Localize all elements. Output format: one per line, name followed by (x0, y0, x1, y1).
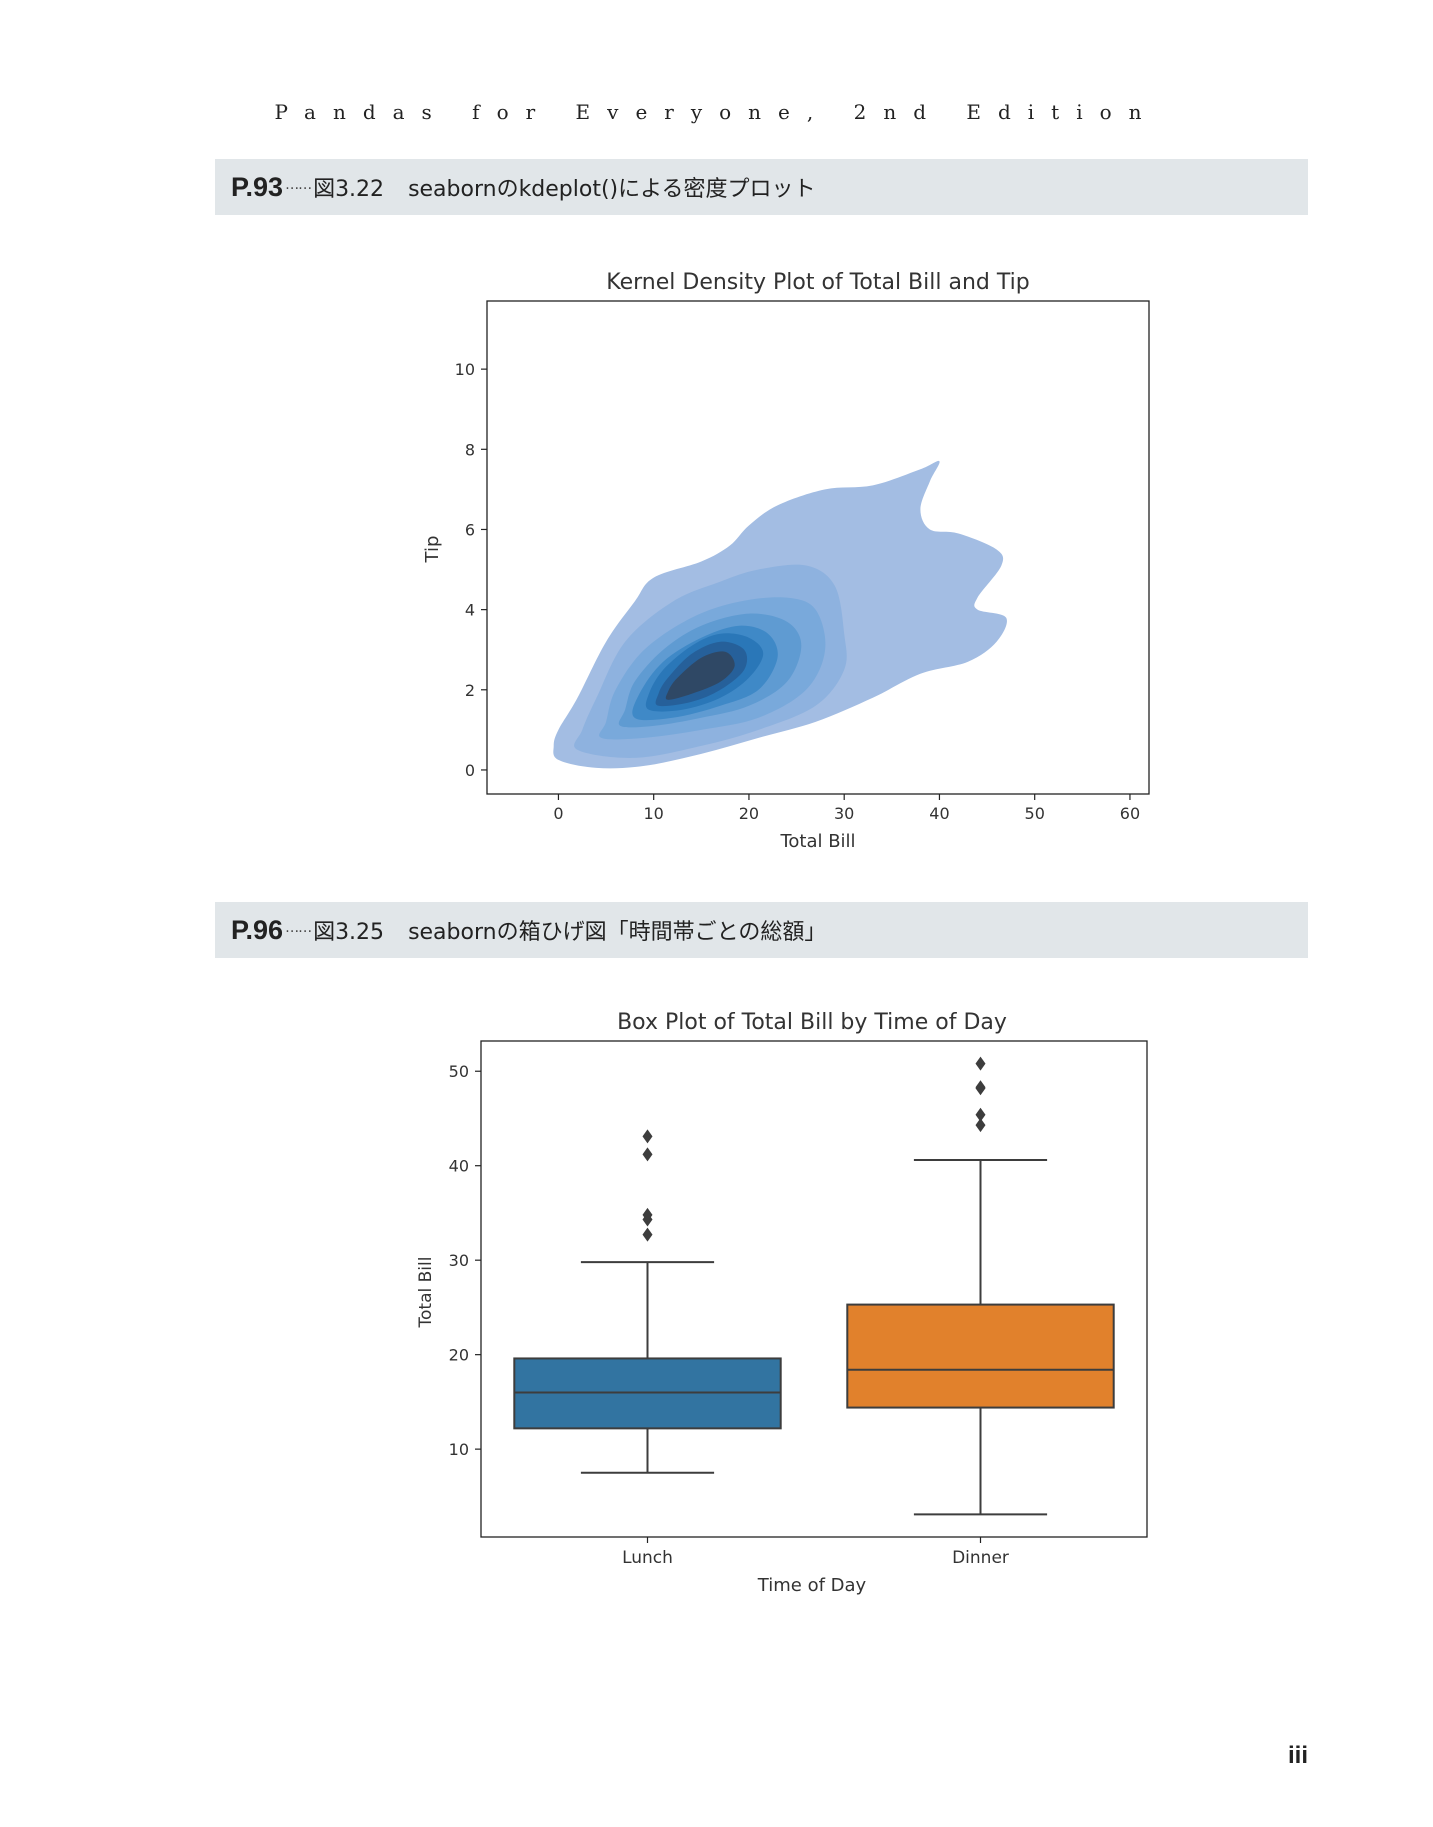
kde-x-tick-label: 50 (1025, 804, 1045, 823)
kde-y-tick-label: 2 (465, 681, 475, 700)
kde-y-tick-label: 10 (455, 360, 475, 379)
box-y-tick-label: 30 (449, 1251, 469, 1270)
kde-x-axis: 0 10 20 30 40 50 60 (553, 794, 1140, 823)
box-plot-frame (480, 1040, 1148, 1538)
kde-x-tick-label: 0 (553, 804, 563, 823)
kde-y-tick-label: 0 (465, 761, 475, 780)
box-chart-title: Box Plot of Total Bill by Time of Day (617, 1010, 1007, 1035)
section-caption: 図3.25 seabornの箱ひげ図「時間帯ごとの総額」 (313, 914, 826, 946)
kde-x-tick-label: 40 (929, 804, 949, 823)
box-group-dinner (846, 1056, 1115, 1516)
kde-x-axis-label: Total Bill (779, 831, 855, 852)
figure-caption: seabornの箱ひげ図「時間帯ごとの総額」 (408, 920, 827, 945)
kde-x-tick-label: 30 (834, 804, 854, 823)
box-marks (513, 1056, 1115, 1516)
book-title: Pandas for Everyone, 2nd Edition (274, 100, 1159, 124)
box-group-lunch (513, 1129, 782, 1474)
box-x-axis-label: Time of Day (757, 1575, 867, 1596)
box-outlier (975, 1118, 986, 1133)
kde-x-tick-label: 10 (644, 804, 664, 823)
box-iqr (846, 1303, 1115, 1409)
figure-caption: seabornのkdeplot()による密度プロット (408, 177, 816, 202)
kde-level-8 (665, 651, 735, 700)
section-caption: 図3.22 seabornのkdeplot()による密度プロット (313, 171, 815, 203)
box-y-tick-label: 50 (449, 1062, 469, 1081)
section-page-ref: P.96 (231, 914, 284, 945)
box-y-tick-label: 20 (449, 1346, 469, 1365)
box-y-tick-label: 40 (449, 1157, 469, 1176)
kde-x-tick-label: 60 (1120, 804, 1140, 823)
kde-y-tick-label: 6 (465, 520, 475, 539)
kde-y-tick-label: 8 (465, 440, 475, 459)
box-x-axis: Lunch Dinner (622, 1537, 1009, 1568)
section-header-kde: P.93 …… 図3.22 seabornのkdeplot()による密度プロット (215, 159, 1308, 215)
box-outlier (642, 1129, 653, 1144)
section-page-ref: P.93 (231, 171, 284, 202)
box-x-tick-label: Dinner (952, 1548, 1009, 1568)
kde-plot-frame (486, 300, 1150, 795)
kde-y-axis: 0 2 4 6 8 10 (455, 360, 487, 780)
figure-number: 図3.25 (313, 920, 385, 945)
box-outlier (975, 1107, 986, 1122)
box-y-axis: 10 20 30 40 50 (449, 1062, 481, 1459)
box-outlier (642, 1227, 653, 1242)
kde-y-tick-label: 4 (465, 601, 475, 620)
section-leader-dots: …… (285, 920, 312, 936)
kde-chart-title: Kernel Density Plot of Total Bill and Ti… (606, 270, 1029, 295)
box-outlier (642, 1207, 653, 1222)
kde-density-levels (553, 460, 1007, 769)
section-leader-dots: …… (285, 177, 312, 193)
box-y-axis-label: Total Bill (416, 1257, 436, 1329)
box-outlier (975, 1056, 986, 1071)
figure-number: 図3.22 (313, 177, 385, 202)
box-y-tick-label: 10 (449, 1440, 469, 1459)
box-outlier (975, 1080, 986, 1095)
page-number: iii (1288, 1742, 1309, 1769)
box-outlier (642, 1147, 653, 1162)
kde-y-axis-label: Tip (422, 536, 443, 564)
kde-x-tick-label: 20 (739, 804, 759, 823)
section-header-box: P.96 …… 図3.25 seabornの箱ひげ図「時間帯ごとの総額」 (215, 902, 1308, 958)
box-x-tick-label: Lunch (622, 1548, 673, 1568)
